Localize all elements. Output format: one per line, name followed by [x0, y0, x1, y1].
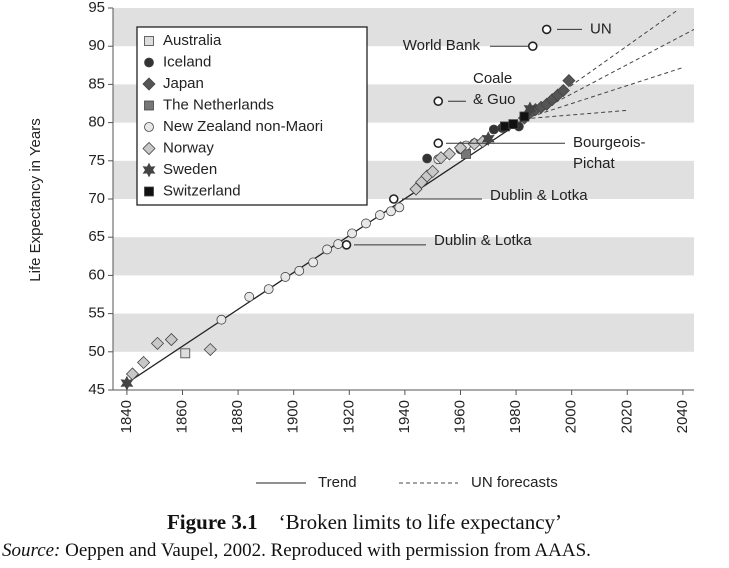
source-label: Source: [2, 540, 61, 561]
y-tick-label: 55 [88, 305, 105, 322]
legend-label: Sweden [163, 161, 217, 178]
limit-point [433, 138, 444, 149]
point [442, 147, 456, 161]
point [164, 333, 178, 347]
legend-marker [144, 122, 154, 132]
point [333, 239, 344, 249]
point [556, 83, 570, 98]
legend-label: Norway [163, 139, 214, 156]
legend-marker [142, 162, 156, 178]
point [308, 257, 319, 268]
legend-marker [144, 186, 154, 197]
x-tick-label: 1880 [229, 400, 246, 433]
point [426, 164, 440, 179]
legend-marker [144, 57, 154, 68]
caption-line: Figure 3.1 ‘Broken limits to life expect… [0, 510, 729, 535]
legend-label: The Netherlands [163, 96, 274, 113]
figure-number: Figure 3.1 [166, 510, 258, 534]
point [422, 153, 433, 164]
y-tick-label: 60 [88, 266, 105, 283]
point [523, 101, 537, 117]
limit-label: Dublin & Lotka [490, 187, 588, 204]
legend-box [136, 26, 368, 206]
point [562, 74, 576, 88]
y-tick-label: 80 [88, 114, 105, 131]
limit-point [527, 41, 538, 52]
y-tick-label: 65 [88, 228, 105, 245]
point [150, 336, 165, 350]
legend-marker [144, 36, 154, 46]
limit-point [541, 24, 552, 35]
limit-label: UN [590, 20, 612, 37]
point [394, 202, 405, 213]
point [519, 111, 530, 122]
point [125, 367, 140, 381]
legend-marker [142, 77, 156, 91]
point [453, 141, 468, 155]
limit-label: & Guo [473, 91, 516, 108]
x-tick-label: 1980 [507, 400, 524, 433]
y-tick-label: 70 [88, 190, 105, 207]
point [386, 206, 396, 217]
point [244, 291, 255, 302]
x-tick-label: 1860 [173, 400, 190, 433]
band [113, 313, 694, 352]
point [137, 355, 151, 370]
forecast-line [524, 109, 628, 120]
point [481, 131, 495, 147]
limit-label: Bourgeois- [573, 134, 646, 151]
x-tick-label: 2000 [563, 400, 580, 433]
point [216, 314, 227, 325]
legend-label: Japan [163, 75, 204, 92]
limit-label: Coale [473, 70, 512, 87]
point [488, 124, 499, 135]
x-tick-label: 1920 [340, 400, 357, 433]
x-tick-label: 1960 [451, 400, 468, 433]
band [113, 237, 694, 276]
point [263, 284, 274, 295]
limit-label: Pichat [573, 155, 616, 172]
legend-label: Switzerland [163, 182, 241, 199]
point [180, 348, 191, 359]
point [120, 375, 134, 391]
x-tick-label: 1940 [396, 400, 413, 433]
x-tick-label: 2020 [618, 400, 635, 433]
point [347, 228, 357, 239]
y-axis-label: Life Expectancy in Years [27, 118, 44, 281]
chart: Life Expectancy in Years 45 50 55 60 65 70 75 8… [27, 0, 694, 491]
y-tick-label: 45 [88, 381, 105, 398]
x-tick-label: 1900 [285, 400, 302, 433]
limit-point [341, 240, 352, 250]
y-tick-label: 85 [88, 75, 105, 92]
limit-point [433, 96, 444, 107]
y-tick-label: 95 [88, 0, 105, 16]
point [500, 121, 510, 132]
point [374, 210, 385, 220]
legend-label: UN forecasts [471, 474, 558, 491]
limit-point [388, 194, 399, 204]
x-tick-label: 1840 [118, 400, 135, 433]
point [280, 272, 291, 282]
point [294, 265, 305, 276]
point [508, 119, 519, 130]
y-tick-label: 75 [88, 152, 105, 169]
point [203, 342, 217, 357]
source-line: Source: Oeppen and Vaupel, 2002. Reprodu… [2, 540, 729, 562]
legend-label: Iceland [163, 53, 211, 70]
limit-label: World Bank [403, 37, 481, 54]
point [361, 218, 371, 229]
source-text: Oeppen and Vaupel, 2002. Reproduced with… [65, 540, 591, 561]
x-tick-label: 2040 [674, 400, 691, 433]
legend-label: Trend [318, 474, 357, 491]
legend-marker [142, 141, 156, 156]
point [322, 244, 332, 255]
y-tick-label: 50 [88, 343, 105, 360]
y-tick-label: 90 [88, 37, 105, 54]
legend-marker [144, 100, 154, 111]
limit-label: Dublin & Lotka [434, 232, 532, 249]
legend-label: New Zealand non-Maori [163, 118, 323, 135]
figure-title: ‘Broken limits to life expectancy’ [278, 510, 563, 534]
legend-label: Australia [163, 32, 222, 49]
